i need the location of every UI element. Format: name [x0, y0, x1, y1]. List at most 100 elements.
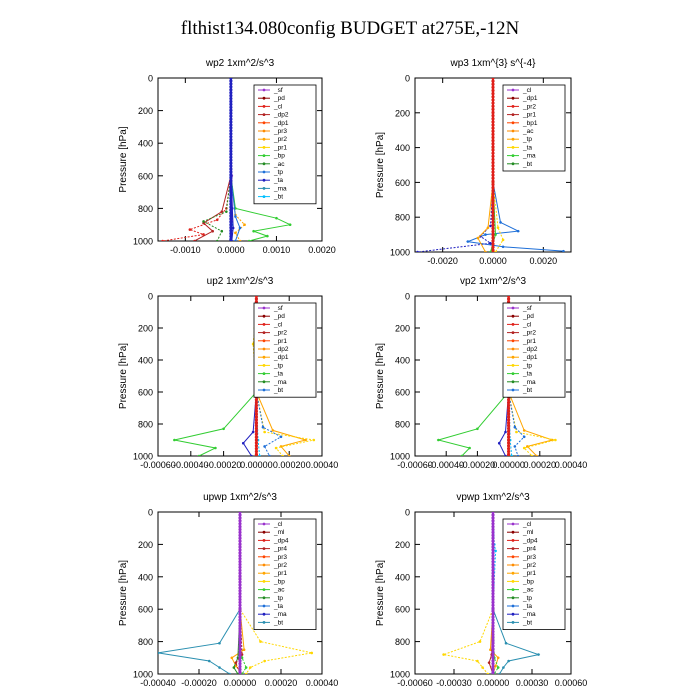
data-point — [522, 435, 526, 439]
data-point — [193, 239, 196, 241]
y-tick-label: 200 — [138, 106, 153, 116]
legend-label: _bt — [522, 387, 532, 394]
series-group — [161, 78, 292, 241]
legend-marker — [262, 380, 266, 384]
legend-label: _pr1 — [273, 338, 287, 345]
y-tick-label: 0 — [405, 292, 410, 302]
legend-label: _pr2 — [273, 136, 287, 143]
legend-label: _ma — [273, 185, 287, 192]
legend-marker — [511, 547, 515, 550]
x-tick-label: 0.00000 — [477, 678, 510, 688]
x-tick-label: 0.00040 — [306, 460, 339, 470]
y-tick-label: 800 — [138, 637, 153, 647]
data-point — [496, 656, 500, 660]
legend-label: _ta — [273, 177, 283, 184]
legend-marker — [511, 612, 515, 616]
y-tick-label: 400 — [138, 572, 153, 582]
data-point — [202, 220, 205, 223]
legend-label: _ac — [522, 587, 534, 594]
chart-panel-3: up2 1xm^2/s^3 Pressure [hPa] 0 200 400 600 800… — [118, 276, 338, 470]
chart-panel-1: wp2 1xm^2/s^3 Pressure [hPa] 0 200 400 600 800… — [118, 58, 336, 255]
x-tick-label: 0.00020 — [273, 460, 306, 470]
legend-label: _pr2 — [273, 562, 287, 569]
data-point — [244, 672, 248, 674]
legend-label: _dp2 — [273, 346, 289, 353]
y-tick-label: 600 — [395, 605, 410, 615]
legend-label: _bp — [522, 578, 534, 585]
data-point — [489, 648, 492, 651]
y-tick-label: 800 — [138, 420, 153, 430]
legend-marker — [511, 530, 515, 534]
legend-label: _pr1 — [273, 144, 287, 151]
series-group — [441, 512, 541, 674]
data-point — [499, 221, 502, 224]
data-point — [275, 216, 278, 220]
data-point — [502, 666, 505, 669]
data-point — [215, 239, 219, 241]
y-tick-label: 0 — [405, 508, 410, 518]
legend-marker — [262, 347, 266, 351]
data-point — [501, 245, 505, 249]
y-axis-label: Pressure [hPa] — [118, 126, 129, 192]
legend-marker — [262, 137, 266, 141]
legend-label: _ma — [273, 611, 287, 618]
legend-label: _cl — [273, 521, 283, 528]
series-line-pr1 — [441, 512, 494, 674]
legend-box — [253, 84, 317, 205]
legend-marker — [262, 88, 266, 92]
data-point — [468, 446, 471, 450]
x-tick-label: 0.00020 — [265, 678, 298, 688]
legend-marker — [511, 129, 515, 133]
data-point — [279, 435, 283, 439]
data-point — [516, 229, 520, 233]
legend-marker — [511, 339, 515, 343]
series-line-dp2 — [194, 78, 232, 241]
legend-label: _pr4 — [273, 546, 287, 553]
legend-marker — [511, 621, 515, 624]
data-point — [537, 653, 540, 656]
data-point — [442, 653, 445, 656]
legend-marker — [511, 146, 515, 149]
data-point — [242, 648, 246, 651]
data-point — [248, 666, 252, 669]
data-point — [489, 224, 492, 228]
data-point — [161, 239, 164, 241]
legend-label: _dp2 — [522, 346, 538, 353]
y-tick-label: 200 — [395, 108, 410, 118]
legend-marker — [262, 306, 266, 310]
legend-marker — [262, 339, 266, 343]
data-point — [530, 454, 534, 456]
legend-label: _pr1 — [522, 570, 536, 577]
data-point — [247, 239, 251, 241]
data-point — [466, 240, 470, 243]
legend-marker — [511, 137, 515, 141]
y-tick-label: 0 — [148, 508, 153, 518]
legend-marker — [262, 571, 266, 575]
data-point — [494, 233, 497, 236]
legend-marker — [511, 604, 515, 608]
data-point — [258, 454, 261, 456]
series-line-tp — [508, 296, 525, 456]
data-point — [274, 446, 278, 450]
legend-label: _cl — [273, 321, 283, 328]
x-tick-label: -0.00060 — [397, 460, 433, 470]
legend-label: _tp — [273, 595, 283, 602]
y-tick-label: 800 — [395, 420, 410, 430]
y-axis-label: Pressure [hPa] — [118, 343, 129, 409]
data-point — [496, 666, 500, 669]
legend-marker — [262, 530, 266, 534]
data-point — [494, 250, 497, 252]
data-point — [476, 427, 479, 431]
data-point — [202, 233, 205, 236]
chart-title: vp2 1xm^2/s^3 — [460, 276, 527, 287]
x-tick-label: 0.0010 — [263, 245, 291, 255]
y-tick-label: 1000 — [390, 452, 410, 462]
y-tick-label: 200 — [395, 540, 410, 550]
series-group — [158, 512, 314, 674]
x-tick-label: -0.00020 — [181, 678, 217, 688]
data-point — [158, 651, 160, 655]
x-tick-label: 0.00030 — [516, 678, 549, 688]
legend-label: _tp — [522, 595, 532, 602]
legend-label: _cl — [522, 87, 532, 94]
legend-label: _tp — [273, 362, 283, 369]
